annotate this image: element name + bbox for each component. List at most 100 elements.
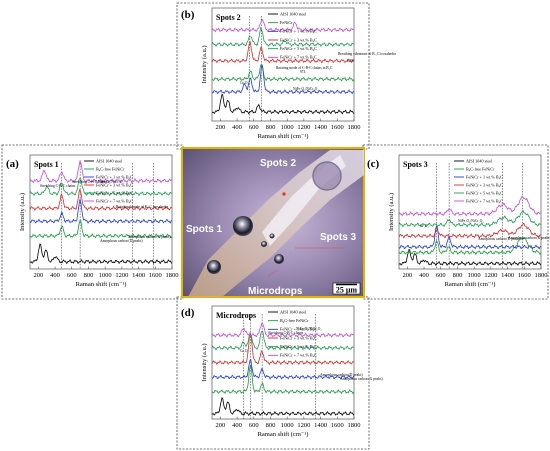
microdrop-medium — [207, 260, 221, 274]
series-line-5 — [29, 159, 172, 184]
panel-title: Spots 2 — [216, 13, 241, 22]
x-tick-label: 200 — [215, 422, 225, 429]
annotation: NiFe₂O₄/NiCr₂O₄ — [296, 327, 322, 331]
annotation: NiFe₂O₄/NiCr₂O₄ — [458, 219, 484, 223]
annotation: Amorphous carbon (G peaks) — [508, 236, 550, 240]
legend-entry: FeNiCr + 3 wt.% B₄C — [280, 335, 317, 340]
photo-label-microdrops: Microdrops — [248, 286, 303, 297]
x-tick-label: 1800 — [166, 272, 179, 279]
x-tick-label: 1200 — [115, 272, 128, 279]
annotation: Cr₂O₃ — [420, 224, 429, 228]
legend-entry: FeNiCr + 1 wt.% B₄C — [96, 174, 133, 179]
y-axis-label: Intensity (a.u.) — [19, 193, 26, 231]
legend-entry: FeNiCr + 5 wt.% B₄C — [466, 190, 503, 195]
annotation: Cr₂O₃ — [240, 349, 249, 353]
microdrop-small-2 — [269, 233, 275, 239]
series-line-3 — [211, 40, 354, 64]
x-tick-label: 1600 — [331, 422, 344, 429]
annotation: Rotational mode of B₁₁C icosahedra — [116, 205, 169, 209]
x-axis-label: Raman shift (cm⁻¹) — [76, 281, 127, 288]
spot-pointer-micro — [267, 269, 279, 277]
series-line-3 — [211, 331, 354, 366]
panel-letter: (a) — [6, 158, 19, 170]
x-tick-label: 1200 — [297, 422, 310, 429]
series-line-5 — [211, 18, 354, 33]
y-axis-label: Intensity (a.u.) — [201, 45, 208, 83]
annotation: Amorphous carbon (D peaks) — [320, 373, 363, 377]
legend-entry: FeNiCr + 3 wt.% B₄C — [280, 37, 317, 42]
x-tick-label: 400 — [419, 272, 429, 279]
panel-title: Microdrops — [216, 311, 256, 320]
annotation: 974 — [300, 70, 306, 74]
x-tick-label: 200 — [33, 272, 43, 279]
panel-c: 200 400 600 800 1000 1200 1400 1600 1800 Raman sh… — [367, 154, 550, 288]
legend-entry: FeNiCr + 7 wt.% B₄C — [96, 198, 133, 203]
series-line-3 — [29, 189, 172, 211]
legend-entry: FeNiCr + 3 wt.% B₄C — [466, 182, 503, 187]
microdrop-small-1 — [261, 241, 267, 247]
x-tick-label: 1600 — [331, 124, 344, 131]
x-axis-label: Raman shift (cm⁻¹) — [445, 281, 496, 288]
legend: AISI 1040 steel B₄C-free FeNiCr FeNiCr + 1… — [454, 158, 503, 203]
panel-letter: (c) — [367, 158, 380, 170]
legend-entry: FeNiCr + 5 wt.% B₄C — [280, 46, 317, 51]
x-tick-label: 1400 — [314, 124, 327, 131]
x-tick-label: 1400 — [314, 422, 327, 429]
x-tick-label: 1000 — [281, 124, 294, 131]
legend-entry: FeNiCr + 1 wt.% B₄C — [466, 174, 503, 179]
series-line-4 — [211, 26, 354, 48]
box-spots3 — [362, 144, 549, 300]
x-tick-label: 600 — [67, 272, 77, 279]
annotation: Cr₂O₃ — [240, 81, 249, 85]
legend-entry: B₄C-free FeNiCr — [280, 318, 309, 323]
scale-bar-box — [332, 282, 361, 295]
panel-letter: (b) — [181, 9, 195, 21]
annotation: NiFe₂O₄/NiCr₂O₄ — [98, 180, 124, 184]
plot-frame — [29, 154, 173, 270]
photo-label-spots3: Spots 3 — [320, 232, 357, 243]
legend-entry: B₄C-free FeNiCr — [96, 166, 125, 171]
x-tick-label: 1600 — [149, 272, 162, 279]
x-tick-label: 1000 — [281, 422, 294, 429]
annotation: 1096 — [347, 59, 354, 63]
x-tick-label: 800 — [266, 124, 276, 131]
annotation: Stretching C-B-C chains — [268, 331, 304, 335]
series-line-4 — [398, 210, 541, 228]
spot-marker-2 — [282, 192, 286, 196]
x-tick-label: 600 — [436, 272, 446, 279]
y-axis-label: Intensity (a.u.) — [201, 343, 208, 381]
x-tick-label: 200 — [402, 272, 412, 279]
y-axis-label: Intensity (a.u.) — [388, 193, 395, 231]
series-line-0 — [211, 93, 355, 115]
legend: AISI 1040 steel FeNiCr FeNiCr + 1 wt.% B₄C… — [268, 11, 317, 60]
x-tick-label: 1200 — [297, 124, 310, 131]
annotation: Amorphous carbon (D peaks) — [478, 237, 521, 241]
series-line-0 — [398, 248, 542, 267]
microdrop-large — [233, 216, 253, 236]
panel-a: 200 400 600 800 1000 1200 1400 1600 1800 Raman sh… — [6, 154, 179, 288]
legend: AISI 1040 steel B₄C-free FeNiCr FeNiCr + 1… — [268, 309, 317, 358]
series-line-0 — [29, 243, 173, 265]
x-tick-label: 1400 — [132, 272, 145, 279]
legend-entry: AISI 1040 steel — [280, 309, 307, 314]
x-tick-label: 1800 — [348, 124, 361, 131]
series-line-4 — [29, 178, 172, 197]
series-line-0 — [211, 397, 355, 417]
photo-label-spots2: Spots 2 — [260, 158, 297, 169]
photo-label-spots1: Spots 1 — [186, 224, 223, 235]
series-line-4 — [211, 330, 354, 351]
series-line-1 — [398, 236, 542, 255]
microdrop-right — [274, 254, 284, 264]
legend-entry: FeNiCr + 5 wt.% B₄C — [280, 344, 317, 349]
series-line-1 — [211, 64, 355, 82]
x-axis-label: Raman shift (cm⁻¹) — [258, 431, 309, 438]
panel-b: 200 400 600 800 1000 1200 1400 1600 1800 Raman sh… — [181, 7, 396, 140]
panel-letter: (d) — [181, 307, 195, 319]
x-tick-label: 1000 — [99, 272, 112, 279]
x-tick-label: 1800 — [535, 272, 548, 279]
legend: AISI 1040 steel B₄C-free FeNiCr FeNiCr + 1… — [84, 158, 133, 203]
plot-frame — [211, 7, 355, 122]
x-tick-label: 800 — [84, 272, 94, 279]
x-tick-label: 200 — [215, 124, 225, 131]
